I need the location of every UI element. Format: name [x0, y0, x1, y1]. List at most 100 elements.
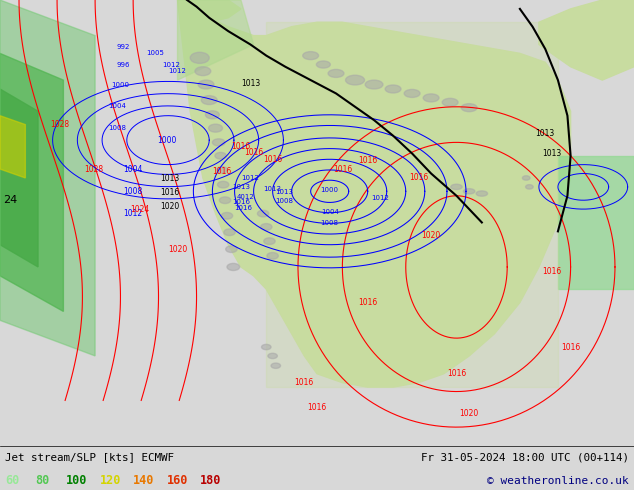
Ellipse shape [216, 167, 228, 173]
Ellipse shape [316, 61, 330, 68]
Text: 100: 100 [66, 474, 87, 488]
Text: 1008: 1008 [124, 187, 143, 196]
Text: 1016: 1016 [409, 173, 428, 182]
Text: 1028: 1028 [51, 120, 70, 129]
Text: 1004: 1004 [321, 209, 339, 215]
Text: 1012: 1012 [124, 209, 143, 218]
Ellipse shape [201, 96, 217, 104]
Text: 1012: 1012 [372, 195, 389, 201]
Polygon shape [178, 0, 241, 22]
Ellipse shape [195, 67, 210, 75]
Text: 1016: 1016 [231, 142, 250, 151]
Text: 80: 80 [36, 474, 49, 488]
Text: 1016: 1016 [160, 188, 179, 196]
Text: 180: 180 [200, 474, 222, 488]
Text: 1016: 1016 [561, 343, 580, 351]
Text: 1008: 1008 [275, 198, 293, 204]
Ellipse shape [264, 238, 275, 245]
Text: 996: 996 [117, 62, 131, 68]
Text: 1004: 1004 [108, 103, 126, 109]
Ellipse shape [257, 210, 269, 217]
Text: 1008: 1008 [321, 220, 339, 226]
Text: 1016: 1016 [358, 298, 377, 307]
Ellipse shape [404, 90, 420, 98]
Text: 1016: 1016 [358, 156, 377, 165]
Text: 4012: 4012 [237, 194, 255, 199]
Text: 60: 60 [5, 474, 19, 488]
Polygon shape [178, 0, 571, 387]
Text: 120: 120 [100, 474, 121, 488]
Ellipse shape [268, 353, 278, 359]
Text: 1016: 1016 [244, 147, 263, 157]
Text: 24: 24 [3, 195, 17, 205]
Ellipse shape [461, 104, 477, 112]
Text: 1016: 1016 [295, 378, 314, 387]
Text: 1012: 1012 [162, 62, 180, 68]
Text: 1005: 1005 [146, 50, 164, 56]
Ellipse shape [205, 111, 219, 119]
Ellipse shape [365, 80, 383, 89]
Ellipse shape [522, 176, 530, 180]
Polygon shape [178, 0, 254, 80]
Text: 1008: 1008 [108, 125, 126, 131]
Polygon shape [0, 116, 25, 178]
Text: 1013: 1013 [536, 129, 555, 138]
Text: © weatheronline.co.uk: © weatheronline.co.uk [487, 476, 629, 486]
Text: 1000: 1000 [112, 82, 129, 88]
Ellipse shape [215, 152, 226, 159]
Ellipse shape [302, 51, 319, 60]
Text: 1024: 1024 [130, 205, 149, 214]
Text: 1020: 1020 [160, 202, 179, 211]
Text: 1020: 1020 [168, 245, 187, 254]
Ellipse shape [476, 191, 488, 196]
Ellipse shape [385, 85, 401, 93]
Text: 1013: 1013 [275, 189, 293, 195]
Text: 1000: 1000 [321, 188, 339, 194]
Ellipse shape [226, 246, 237, 252]
Text: 1016: 1016 [447, 369, 466, 378]
Text: 1016: 1016 [263, 155, 282, 164]
Text: 1016: 1016 [234, 205, 252, 211]
Ellipse shape [224, 229, 235, 236]
Text: 1013: 1013 [160, 174, 179, 183]
Text: 1016: 1016 [307, 403, 327, 412]
Ellipse shape [227, 264, 240, 270]
Text: 1016: 1016 [212, 167, 231, 176]
Ellipse shape [346, 75, 365, 85]
Text: 1000: 1000 [157, 136, 176, 145]
Text: Jet stream/SLP [kts] ECMWF: Jet stream/SLP [kts] ECMWF [5, 453, 174, 463]
Ellipse shape [451, 184, 462, 190]
Polygon shape [558, 156, 634, 289]
Polygon shape [0, 0, 95, 356]
Text: 1016: 1016 [232, 199, 250, 205]
Polygon shape [0, 53, 63, 312]
Text: 1004: 1004 [124, 165, 143, 173]
Text: Fr 31-05-2024 18:00 UTC (00+114): Fr 31-05-2024 18:00 UTC (00+114) [421, 453, 629, 463]
Polygon shape [0, 89, 38, 267]
Ellipse shape [221, 213, 233, 219]
Text: 1012: 1012 [242, 175, 259, 181]
Ellipse shape [267, 252, 278, 259]
Ellipse shape [217, 181, 229, 188]
Ellipse shape [219, 197, 231, 203]
Ellipse shape [463, 189, 475, 194]
Text: 1013: 1013 [241, 79, 260, 88]
Text: 1013: 1013 [232, 184, 250, 190]
Ellipse shape [328, 70, 344, 77]
Text: 1020: 1020 [422, 231, 441, 240]
Ellipse shape [526, 185, 533, 189]
Text: 1020: 1020 [460, 409, 479, 418]
Ellipse shape [212, 139, 225, 146]
Ellipse shape [261, 223, 272, 230]
Text: 1016: 1016 [333, 165, 352, 173]
Text: 1013: 1013 [542, 149, 561, 158]
Text: 1012: 1012 [169, 68, 186, 74]
Text: 1013: 1013 [264, 186, 281, 192]
Ellipse shape [442, 98, 458, 106]
Polygon shape [266, 22, 558, 387]
Ellipse shape [198, 80, 214, 89]
Polygon shape [539, 0, 634, 80]
Text: 992: 992 [117, 44, 131, 49]
Ellipse shape [209, 124, 223, 132]
Ellipse shape [190, 52, 209, 63]
